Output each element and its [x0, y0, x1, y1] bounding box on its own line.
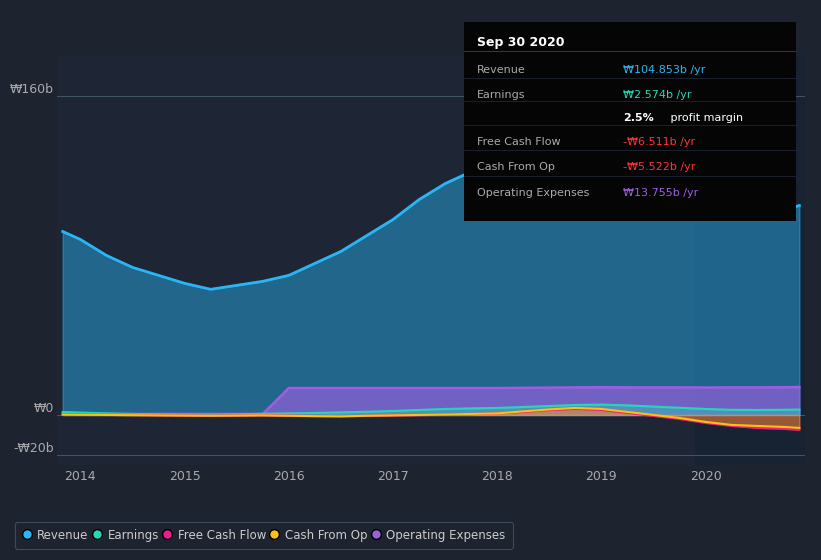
Text: Cash From Op: Cash From Op: [477, 161, 555, 171]
Text: Operating Expenses: Operating Expenses: [477, 188, 589, 198]
Text: -₩5.522b /yr: -₩5.522b /yr: [623, 161, 696, 171]
Bar: [695, 56, 805, 465]
Text: profit margin: profit margin: [667, 113, 743, 123]
Text: ₩104.853b /yr: ₩104.853b /yr: [623, 65, 706, 75]
Legend: Revenue, Earnings, Free Cash Flow, Cash From Op, Operating Expenses: Revenue, Earnings, Free Cash Flow, Cash …: [15, 522, 513, 549]
Text: Earnings: Earnings: [477, 90, 525, 100]
Text: Free Cash Flow: Free Cash Flow: [477, 137, 561, 147]
Text: -₩6.511b /yr: -₩6.511b /yr: [623, 137, 695, 147]
Text: 2.5%: 2.5%: [623, 113, 654, 123]
Text: ₩13.755b /yr: ₩13.755b /yr: [623, 188, 699, 198]
Text: Sep 30 2020: Sep 30 2020: [477, 36, 565, 49]
Text: Revenue: Revenue: [477, 65, 526, 75]
Text: -₩20b: -₩20b: [13, 442, 53, 455]
Text: ₩160b: ₩160b: [10, 83, 53, 96]
Text: ₩0: ₩0: [34, 402, 53, 415]
Text: ₩2.574b /yr: ₩2.574b /yr: [623, 90, 692, 100]
